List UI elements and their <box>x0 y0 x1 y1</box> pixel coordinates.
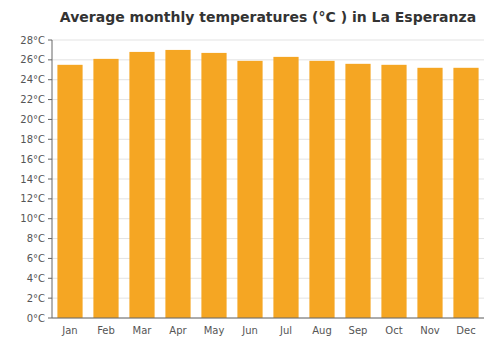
y-tick-label: 22°C <box>20 94 45 105</box>
y-tick-label: 16°C <box>20 154 45 165</box>
bar <box>417 68 442 318</box>
bar <box>273 57 298 318</box>
x-tick-label: Apr <box>169 325 187 336</box>
y-tick <box>48 159 52 160</box>
y-tick <box>48 258 52 259</box>
bar <box>309 61 334 318</box>
bar <box>165 50 190 318</box>
y-tick <box>48 278 52 279</box>
x-tick-label: Jun <box>241 325 258 336</box>
y-tick <box>48 99 52 100</box>
y-tick <box>48 139 52 140</box>
bar <box>453 68 478 318</box>
x-tick-label: Aug <box>312 325 332 336</box>
y-tick <box>48 198 52 199</box>
bar <box>381 65 406 318</box>
bar <box>237 61 262 318</box>
x-tick-label: Mar <box>133 325 153 336</box>
bar <box>201 53 226 318</box>
x-tick-label: May <box>204 325 225 336</box>
grid-line <box>52 40 484 41</box>
y-tick <box>48 179 52 180</box>
x-tick-label: Jul <box>279 325 292 336</box>
y-tick-label: 24°C <box>20 74 45 85</box>
y-tick <box>48 218 52 219</box>
y-tick-label: 26°C <box>20 54 45 65</box>
x-tick-label: Dec <box>456 325 475 336</box>
bar <box>57 65 82 318</box>
x-tick-label: Oct <box>385 325 402 336</box>
grid-line <box>52 318 484 319</box>
y-tick-label: 2°C <box>27 293 45 304</box>
bar <box>93 59 118 318</box>
y-tick-label: 14°C <box>20 174 45 185</box>
x-axis <box>52 318 484 319</box>
bar <box>345 64 370 318</box>
x-tick-label: Feb <box>97 325 115 336</box>
y-tick <box>48 79 52 80</box>
y-tick-label: 12°C <box>20 193 45 204</box>
y-tick-label: 0°C <box>27 313 45 324</box>
y-tick-label: 4°C <box>27 273 45 284</box>
y-tick <box>48 238 52 239</box>
y-tick-label: 28°C <box>20 35 45 46</box>
y-axis <box>52 40 53 318</box>
y-tick <box>48 119 52 120</box>
x-tick-label: Sep <box>349 325 368 336</box>
y-tick-label: 8°C <box>27 233 45 244</box>
title: Average monthly temperatures (°C ) in La… <box>60 9 476 25</box>
y-tick-label: 6°C <box>27 253 45 264</box>
y-tick <box>48 318 52 319</box>
y-tick-label: 18°C <box>20 134 45 145</box>
y-tick <box>48 59 52 60</box>
x-tick-label: Jan <box>61 325 77 336</box>
bars <box>57 50 478 318</box>
y-tick-label: 20°C <box>20 114 45 125</box>
grid <box>52 40 484 318</box>
y-tick <box>48 40 52 41</box>
chart: Average monthly temperatures (°C ) in La… <box>0 0 500 350</box>
y-tick <box>48 298 52 299</box>
y-tick-label: 10°C <box>20 213 45 224</box>
bar <box>129 52 154 318</box>
x-tick-label: Nov <box>420 325 440 336</box>
